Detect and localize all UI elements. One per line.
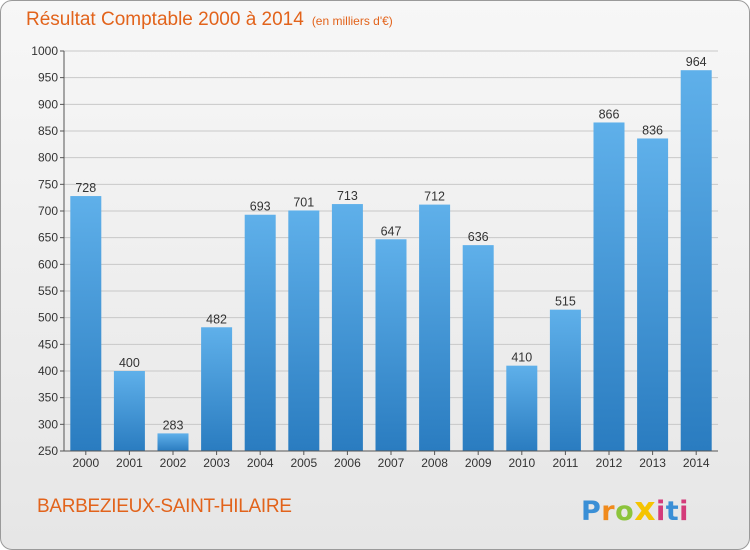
proxiti-logo: Proxiti bbox=[581, 489, 689, 528]
value-labels: 728 400 283 482 693 701 713 647 712 636 410 515 866 8… bbox=[75, 55, 706, 432]
x-tick-label: 2001 bbox=[116, 456, 143, 470]
x-tick-label: 2005 bbox=[290, 456, 317, 470]
axes bbox=[60, 50, 718, 455]
y-tick-label: 600 bbox=[38, 257, 58, 271]
value-label: 728 bbox=[75, 181, 96, 195]
x-tick-label: 2002 bbox=[160, 456, 187, 470]
value-label: 410 bbox=[511, 351, 532, 365]
x-tick-label: 2007 bbox=[378, 456, 405, 470]
y-tick-label: 300 bbox=[38, 417, 58, 431]
y-tick-label: 800 bbox=[38, 151, 58, 165]
bar-2014 bbox=[680, 70, 712, 451]
value-label: 836 bbox=[642, 123, 663, 137]
bar-2011 bbox=[549, 309, 581, 451]
bar-2006 bbox=[331, 204, 363, 451]
bar-2013 bbox=[637, 138, 669, 451]
x-tick-label: 2004 bbox=[247, 456, 274, 470]
y-tick-label: 450 bbox=[38, 337, 58, 351]
value-label: 647 bbox=[381, 224, 402, 238]
y-tick-label: 700 bbox=[38, 204, 58, 218]
y-tick-label: 350 bbox=[38, 391, 58, 405]
x-tick-label: 2013 bbox=[639, 456, 666, 470]
y-tick-label: 400 bbox=[38, 364, 58, 378]
x-tick-label: 2000 bbox=[72, 456, 99, 470]
y-tick-label: 550 bbox=[38, 284, 58, 298]
x-tick-label: 2011 bbox=[552, 456, 578, 470]
y-tick-labels: 250 300 350 400 450 500 550 600 650 700 750 800 850 9… bbox=[31, 44, 58, 458]
x-tick-label: 2006 bbox=[334, 456, 361, 470]
bar-2002 bbox=[157, 433, 189, 451]
x-tick-label: 2008 bbox=[421, 456, 448, 470]
bar-2004 bbox=[244, 214, 276, 451]
bar-2001 bbox=[113, 371, 145, 451]
bar-2000 bbox=[70, 196, 102, 451]
value-label: 400 bbox=[119, 356, 140, 370]
bar-2009 bbox=[462, 245, 494, 451]
x-tick-label: 2010 bbox=[508, 456, 535, 470]
value-label: 964 bbox=[686, 55, 707, 69]
value-label: 283 bbox=[163, 418, 184, 432]
value-label: 701 bbox=[293, 195, 314, 209]
y-tick-label: 750 bbox=[38, 177, 58, 191]
value-label: 712 bbox=[424, 190, 445, 204]
bar-2003 bbox=[201, 327, 233, 451]
x-tick-label: 2012 bbox=[596, 456, 623, 470]
value-label: 713 bbox=[337, 189, 358, 203]
bar-2007 bbox=[375, 239, 407, 451]
y-tick-label: 250 bbox=[38, 444, 58, 458]
y-tick-label: 900 bbox=[38, 97, 58, 111]
value-label: 866 bbox=[599, 107, 620, 121]
chart-title: Résultat Comptable 2000 à 2014 (en millie… bbox=[26, 9, 393, 31]
x-tick-labels: 2000 2001 2002 2003 2004 2005 2006 2007 2008 2009… bbox=[72, 456, 709, 470]
bar-2005 bbox=[288, 210, 320, 451]
bar-2010 bbox=[506, 365, 538, 451]
x-tick-label: 2014 bbox=[683, 456, 710, 470]
x-tick-label: 2009 bbox=[465, 456, 492, 470]
y-tick-label: 650 bbox=[38, 231, 58, 245]
value-label: 515 bbox=[555, 295, 576, 309]
value-label: 693 bbox=[250, 200, 271, 214]
y-tick-label: 1000 bbox=[31, 44, 58, 58]
title-text: Résultat Comptable 2000 à 2014 bbox=[26, 9, 304, 30]
y-tick-label: 500 bbox=[38, 311, 58, 325]
bar-2008 bbox=[419, 204, 451, 451]
value-label: 482 bbox=[206, 312, 227, 326]
bar-2012 bbox=[593, 122, 625, 451]
city-name: BARBEZIEUX-SAINT-HILAIRE bbox=[37, 496, 292, 517]
y-tick-label: 850 bbox=[38, 124, 58, 138]
bars bbox=[70, 70, 712, 451]
chart-subtitle: (en milliers d'€) bbox=[311, 14, 393, 28]
value-label: 636 bbox=[468, 230, 489, 244]
y-tick-label: 950 bbox=[38, 71, 58, 85]
x-tick-label: 2003 bbox=[203, 456, 230, 470]
